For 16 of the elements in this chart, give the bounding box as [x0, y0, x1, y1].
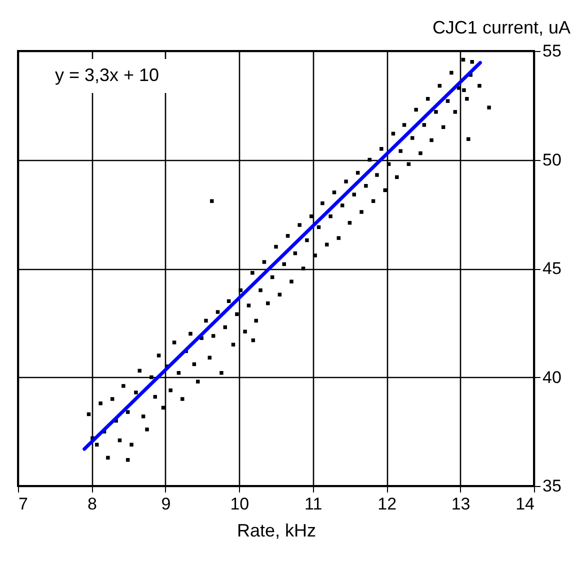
x-axis-title: Rate, kHz — [236, 520, 316, 540]
y-tick-label: 35 — [542, 476, 562, 496]
x-tick-label: 10 — [230, 494, 250, 514]
x-tick-label: 8 — [87, 494, 97, 514]
y-tick-label: 55 — [542, 42, 562, 60]
y-tick-label: 50 — [542, 150, 562, 170]
x-tick-label: 11 — [304, 494, 322, 514]
x-tick-label: 7 — [18, 494, 28, 514]
y-tick-label: 45 — [542, 259, 562, 278]
x-tick-label: 13 — [451, 494, 470, 514]
y-tick-label: 40 — [542, 368, 562, 387]
x-tick-label: 9 — [161, 494, 171, 514]
annotation: y = 3,3x + 10 — [55, 65, 160, 85]
x-tick-label: 14 — [516, 494, 534, 514]
y-axis-title: CJC1 current, uA — [432, 18, 570, 38]
x-tick-label: 12 — [378, 494, 397, 514]
